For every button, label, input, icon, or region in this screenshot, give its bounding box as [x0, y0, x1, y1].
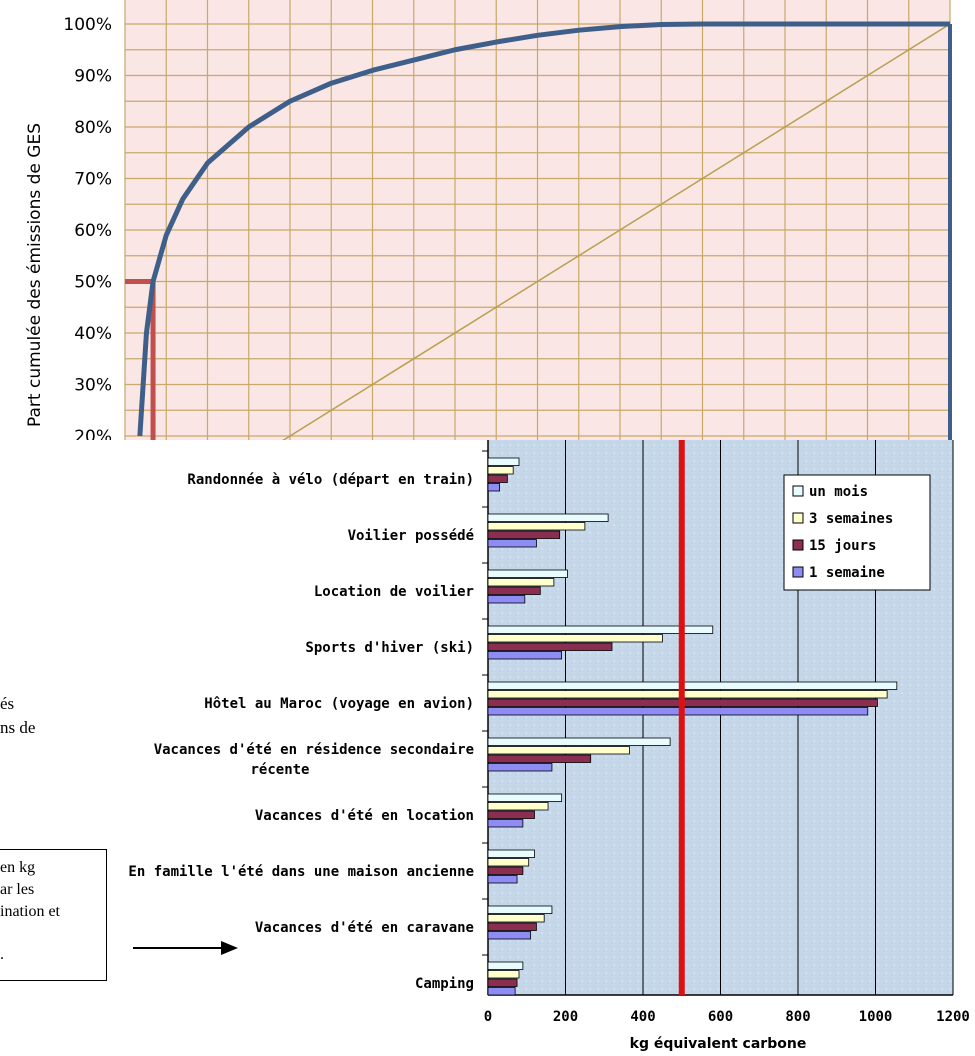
bar-3-semaines: [487, 970, 520, 979]
bar-15-jours: [487, 978, 518, 987]
series-group: [125, 21, 952, 440]
bar-1-semaine: [487, 763, 553, 772]
bar-1-semaine: [487, 595, 526, 604]
category-label: Randonnée à vélo (départ en train): [187, 472, 474, 488]
note-line-2: ar les: [0, 881, 35, 898]
arrow-right-icon: [133, 941, 238, 955]
category-label: Hôtel au Maroc (voyage en avion): [204, 696, 474, 712]
bar-3-semaines: [487, 858, 530, 867]
bar-15-jours: [487, 922, 537, 931]
x-tick-labels: 0 200 400 600 800 1000 1200: [484, 1009, 970, 1025]
bar-1-semaine: [487, 931, 532, 940]
y-tick-label: 100%: [63, 15, 112, 35]
category-label: Vacances d'été en location: [255, 808, 474, 824]
bar-15-jours: [487, 810, 535, 819]
grid: [124, 0, 951, 440]
bar-15-jours: [487, 586, 541, 595]
bar-un-mois: [487, 569, 568, 578]
bar-un-mois: [487, 513, 609, 522]
x-tick-label: 1200: [936, 1009, 970, 1025]
bar-un-mois: [487, 457, 520, 466]
bar-3-semaines: [487, 690, 888, 699]
bar-un-mois: [487, 793, 563, 802]
equal-distribution-line: [282, 23, 951, 440]
bar-3-semaines: [487, 466, 514, 475]
side-text-line-2: ns de: [0, 718, 36, 737]
note-line-4: .: [0, 946, 4, 963]
y-tick-labels: 20% 30% 40% 50% 60% 70% 80% 90% 100%: [63, 15, 112, 440]
x-tick-label: 1000: [859, 1009, 893, 1025]
bar-1-semaine: [487, 875, 518, 884]
y-tick-label: 60%: [74, 221, 112, 241]
note-line-3: ination et: [0, 903, 60, 920]
note-box: en kg ar les ination et .: [0, 849, 107, 981]
cumulative-emissions-chart: 20% 30% 40% 50% 60% 70% 80% 90% 100% Part cumulé…: [25, 0, 952, 440]
bar-un-mois: [487, 681, 898, 690]
bar-15-jours: [487, 642, 613, 651]
legend-label: 15 jours: [809, 538, 876, 554]
y-tick-label: 90%: [74, 67, 112, 87]
bar-15-jours: [487, 530, 561, 539]
x-tick-label: 800: [785, 1009, 810, 1025]
x-tick-label: 200: [553, 1009, 578, 1025]
bar-un-mois: [487, 737, 671, 746]
category-label: Location de voilier: [314, 584, 474, 600]
cumulative-emissions-curve: [137, 21, 950, 437]
bar-1-semaine: [487, 707, 869, 716]
bar-un-mois: [487, 905, 553, 914]
bar-3-semaines: [487, 802, 549, 811]
bar-un-mois: [487, 849, 535, 858]
bar-15-jours: [487, 474, 508, 483]
category-label: récente: [250, 762, 309, 778]
category-label: Voilier possédé: [348, 528, 474, 544]
bar-1-semaine: [487, 819, 524, 828]
category-label: Camping: [415, 976, 474, 992]
category-label: Vacances d'été en caravane: [255, 920, 474, 936]
bar-3-semaines: [487, 634, 663, 643]
y-tick-label: 20%: [74, 427, 112, 440]
legend-label: un mois: [809, 484, 868, 500]
bar-3-semaines: [487, 914, 545, 923]
legend-swatch: [792, 539, 804, 551]
side-text-line-1: és: [0, 694, 15, 713]
bar-1-semaine: [487, 539, 537, 548]
bar-un-mois: [487, 961, 524, 970]
y-tick-label: 40%: [74, 324, 112, 344]
y-tick-label: 50%: [74, 273, 112, 293]
x-tick-label: 400: [630, 1009, 655, 1025]
bar-1-semaine: [487, 651, 563, 660]
y-axis-label: Part cumulée des émissions de GES: [25, 123, 45, 427]
x-tick-label: 0: [484, 1009, 492, 1025]
y-tick-label: 70%: [74, 170, 112, 190]
legend: un mois 3 semaines 15 jours 1 semaine: [783, 474, 931, 591]
category-label: Vacances d'été en résidence secondaire: [154, 742, 474, 758]
category-label: Sports d'hiver (ski): [305, 640, 474, 656]
y-tick-label: 30%: [74, 376, 112, 396]
note-line-1: en kg: [0, 859, 36, 876]
bar-1-semaine: [487, 987, 516, 996]
legend-swatch: [792, 485, 804, 497]
category-label: En famille l'été dans une maison ancienn…: [128, 864, 474, 880]
legend-box: [783, 474, 931, 591]
legend-label: 3 semaines: [809, 511, 893, 527]
legend-swatch: [792, 566, 804, 578]
bar-1-semaine: [487, 483, 501, 492]
bar-un-mois: [487, 625, 714, 634]
bar-3-semaines: [487, 522, 586, 531]
bar-15-jours: [487, 866, 524, 875]
holiday-emissions-bar-chart: Randonnée à vélo (départ en train) Voilie…: [0, 440, 975, 1056]
bar-3-semaines: [487, 746, 630, 755]
legend-swatch: [792, 512, 804, 524]
x-axis-label: kg équivalent carbone: [630, 1036, 807, 1052]
category-labels: Randonnée à vélo (départ en train) Voilie…: [128, 472, 474, 992]
bar-15-jours: [487, 754, 592, 763]
bar-3-semaines: [487, 578, 555, 587]
x-tick-label: 600: [708, 1009, 733, 1025]
y-tick-label: 80%: [74, 118, 112, 138]
legend-label: 1 semaine: [809, 565, 885, 581]
